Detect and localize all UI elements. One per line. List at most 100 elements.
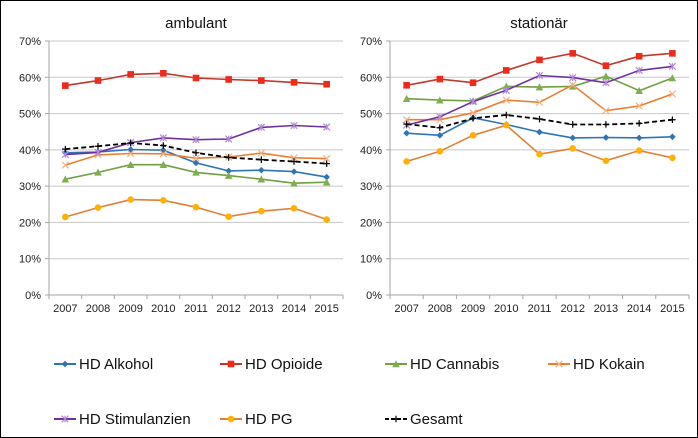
legend-item: Gesamt: [384, 408, 463, 430]
data-point: [61, 161, 70, 169]
y-tick-label: 20%: [19, 217, 41, 229]
data-point: [669, 116, 676, 124]
x-tick-label: 2015: [314, 303, 338, 315]
data-point: [94, 168, 102, 176]
data-point: [602, 134, 610, 141]
y-tick-label: 30%: [19, 181, 41, 193]
data-point: [635, 66, 643, 75]
data-point: [160, 142, 167, 149]
series-gesamt: [62, 139, 330, 167]
data-point: [62, 145, 69, 153]
data-point: [127, 139, 134, 147]
data-point: [635, 86, 643, 95]
data-point: [402, 94, 411, 102]
data-point: [258, 156, 265, 163]
data-point: [569, 134, 577, 142]
data-point: [502, 67, 510, 74]
legend-item: HD Stimulanzien: [53, 408, 191, 430]
data-point: [323, 173, 330, 181]
legend-label: HD Cannabis: [410, 355, 500, 373]
data-point: [290, 168, 298, 175]
data-point: [192, 159, 200, 167]
y-tick-label: 20%: [360, 217, 382, 229]
data-point: [160, 196, 167, 204]
x-tick-label: 2011: [184, 303, 208, 315]
data-point: [322, 123, 331, 131]
data-point: [669, 154, 676, 162]
data-point: [602, 157, 610, 165]
legend-marker: [227, 415, 235, 423]
series-hd-stimulanzien: [61, 121, 331, 159]
legend-label: HD Kokain: [573, 355, 645, 373]
data-point: [668, 74, 677, 82]
legend-marker: [392, 415, 400, 423]
x-tick-label: 2014: [282, 303, 306, 315]
legend-item: HD Opioide: [219, 353, 323, 375]
data-point: [436, 113, 444, 121]
series-hd-pg: [403, 121, 676, 165]
data-point: [536, 115, 543, 123]
data-point: [669, 133, 676, 141]
data-point: [257, 123, 266, 132]
chart-title: stationär: [510, 15, 568, 32]
x-tick-label: 2011: [528, 303, 552, 315]
data-point: [290, 154, 298, 162]
data-point: [159, 134, 168, 142]
x-tick-label: 2013: [249, 303, 273, 315]
data-point: [224, 135, 233, 143]
y-tick-label: 50%: [19, 109, 41, 121]
y-tick-label: 10%: [19, 254, 41, 266]
y-tick-label: 0%: [25, 290, 41, 302]
legend-item: HD Kokain: [547, 353, 645, 375]
data-point: [502, 96, 511, 104]
y-tick-label: 40%: [360, 145, 382, 157]
y-tick-label: 10%: [360, 254, 382, 266]
data-point: [290, 204, 298, 212]
data-point: [225, 154, 232, 161]
data-point: [160, 69, 167, 77]
series-hd-opioide: [62, 69, 330, 89]
data-point: [602, 62, 610, 69]
diamond-marker-icon: [54, 360, 76, 368]
series-hd-alkohol: [62, 146, 330, 181]
data-point: [159, 150, 168, 158]
data-point: [568, 82, 577, 90]
y-tick-label: 30%: [360, 181, 382, 193]
data-point: [469, 97, 477, 106]
data-point: [322, 154, 331, 163]
data-point: [602, 79, 610, 87]
data-point: [290, 79, 298, 86]
series-gesamt: [403, 111, 676, 132]
data-point: [469, 114, 477, 122]
legend-label: HD Alkohol: [79, 355, 154, 373]
series-hd-alkohol: [403, 114, 676, 142]
data-point: [323, 160, 330, 167]
data-point: [224, 171, 233, 179]
x-tick-label: 2007: [53, 303, 77, 315]
data-point: [436, 75, 444, 83]
data-point: [192, 154, 200, 162]
data-point: [602, 121, 610, 128]
data-point: [192, 135, 200, 144]
data-point: [469, 132, 477, 139]
legend-label: HD Opioide: [245, 355, 323, 373]
charts-canvas: ambulant 0% 10% 20% 30% 40% 50% 60% 70% 2007 2008…: [19, 15, 690, 315]
data-point: [94, 204, 102, 211]
data-point: [192, 74, 200, 82]
data-point: [94, 142, 102, 150]
chart-title: ambulant: [165, 15, 228, 32]
data-point: [536, 150, 543, 158]
data-point: [502, 111, 510, 119]
data-point: [535, 83, 544, 91]
data-point: [569, 145, 577, 152]
data-point: [635, 52, 643, 60]
series-line: [406, 114, 673, 129]
data-point: [535, 71, 544, 80]
legend-marker: [555, 360, 563, 368]
legend-marker: [61, 360, 69, 368]
data-point: [403, 158, 410, 165]
data-point: [535, 98, 544, 107]
data-point: [61, 175, 70, 183]
data-point: [502, 121, 510, 129]
series-hd-cannabis: [402, 72, 677, 105]
